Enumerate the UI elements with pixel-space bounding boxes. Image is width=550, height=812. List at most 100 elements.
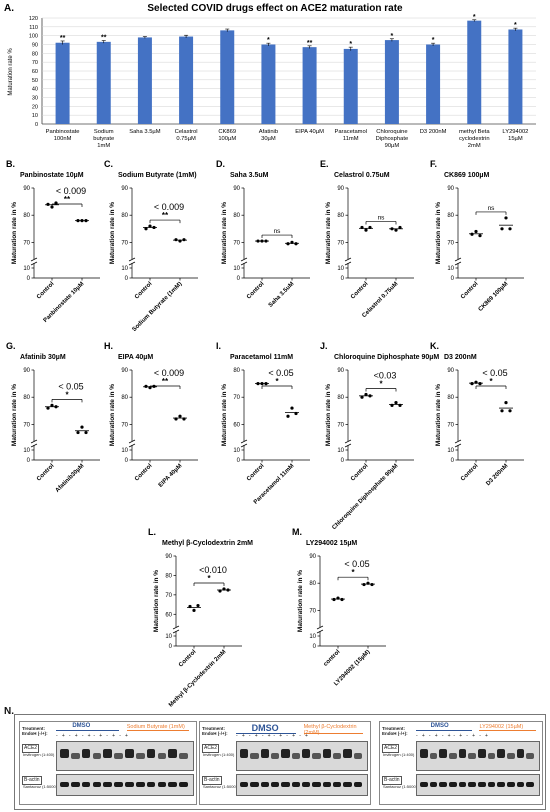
chart-a-bar [343, 48, 358, 124]
chart-a-ytick-label: 0 [35, 122, 38, 128]
y-tick-label: 0 [451, 276, 455, 282]
data-point [264, 239, 268, 243]
y-tick-label: 10 [165, 634, 172, 640]
actin-band [281, 782, 290, 787]
chart-a-category-label: 100µM [218, 136, 236, 142]
data-point [368, 394, 372, 398]
significance-marker: * [489, 377, 493, 386]
data-point [366, 581, 370, 585]
y-tick-label: 80 [23, 395, 30, 401]
data-point [470, 382, 474, 386]
actin-band [449, 782, 457, 787]
y-tick-label: 80 [337, 395, 344, 401]
data-point [84, 430, 88, 435]
x-tick-label: EIPA 40µM [158, 463, 184, 489]
data-point [474, 229, 478, 234]
chart-a-category-label: Saha 3.5µM [129, 129, 161, 135]
chart-a-category-label: Sodium [94, 129, 114, 135]
chart-a-bar [220, 30, 235, 124]
y-tick-label: 70 [23, 240, 30, 246]
data-point [394, 228, 398, 232]
y-tick-label: 60 [165, 612, 172, 618]
ace2-band [439, 749, 447, 758]
chart-a-bar [467, 20, 482, 124]
actin-band [526, 782, 534, 787]
chart-a-ytick-label: 80 [32, 51, 38, 57]
chart-a-category-label: butyrate [93, 136, 114, 142]
x-tick-label: Control [36, 281, 56, 301]
endoh-marks: - + - + - + - + - + - + [416, 733, 488, 739]
y-tick-label: 80 [447, 395, 454, 401]
ace2-label: ACE2 [382, 744, 400, 753]
data-point [50, 205, 54, 209]
p-value-label: < 0.05 [344, 559, 369, 569]
dmso-label: DMSO [72, 723, 91, 729]
data-point [286, 242, 290, 246]
chart-a-category-label: EIPA 40µM [295, 129, 324, 135]
axis-break-mark [128, 257, 136, 262]
y-tick-label: 70 [233, 240, 240, 246]
y-tick-label: 90 [447, 186, 454, 192]
actin-band [322, 782, 331, 787]
chart-a-bar [137, 37, 152, 124]
chart-a-ytick-label: 90 [32, 43, 38, 49]
y-tick-label: 70 [447, 422, 454, 428]
axis-break-mark [240, 439, 248, 444]
significance-marker: ** [64, 195, 71, 204]
actin-blot-image [236, 774, 368, 796]
y-axis-label: Maturation rate in % [221, 384, 228, 446]
significance-marker: * [379, 379, 383, 388]
y-tick-label: 90 [23, 368, 30, 374]
y-tick-label: 10 [121, 448, 128, 454]
actin-band [458, 782, 467, 787]
y-tick-label: 60 [233, 422, 240, 428]
chart-a-category-label: Afatinib [259, 129, 278, 135]
drug-underline [126, 730, 190, 731]
y-tick-label: 80 [309, 581, 316, 587]
treatment-drug-label: Sodium Butyrate (1mM) [126, 724, 185, 730]
data-point [504, 401, 508, 405]
chart-a-bar [55, 42, 70, 124]
actin-label: B-actin [202, 776, 222, 785]
chart-a-bar [261, 44, 276, 124]
dmso-underline [416, 730, 473, 731]
x-tick-label: Control [460, 463, 480, 483]
data-point [290, 406, 294, 410]
data-point [264, 382, 268, 386]
chart-a-category-label: 100nM [54, 136, 72, 142]
ace2-label: ACE2 [202, 744, 220, 753]
x-tick-label: Sodium Butyrate (1mM) [132, 281, 184, 333]
ace2-band [125, 749, 134, 758]
chart-a-category-label: 90µM [385, 143, 400, 149]
data-point [290, 240, 294, 244]
dmso-label: DMSO [251, 723, 279, 733]
y-tick-label: 70 [309, 608, 316, 614]
y-tick-label: 90 [121, 186, 128, 192]
actin-band [291, 782, 300, 787]
scatter-panel-h: H. EIPA 40µM 0 10 70 80 90 Maturation rate in %… [104, 341, 198, 489]
actin-band [468, 782, 476, 787]
ace2-blot-image [236, 741, 368, 771]
data-point [148, 224, 152, 228]
y-tick-label: 0 [341, 458, 345, 464]
panel-letter: L. [148, 527, 156, 537]
data-point [256, 382, 260, 386]
drug-underline [479, 730, 536, 731]
chart-a-category-label: 1mM [97, 143, 110, 149]
data-point [500, 409, 504, 413]
axis-break-mark [316, 625, 324, 630]
actin-band [135, 782, 145, 787]
significance-marker: ** [162, 377, 169, 386]
data-point [174, 238, 178, 242]
endoh-label: EndoH (-/+): [22, 731, 48, 736]
chart-a-significance: * [432, 37, 435, 44]
chart-a-category-label: Diphosphate [376, 136, 409, 142]
data-point [364, 392, 368, 397]
chart-a-category-label: 2mM [468, 143, 481, 149]
bar-chart-a: A. Selected COVID drugs effect on ACE2 m… [4, 3, 536, 149]
p-value-label: <0.010 [199, 565, 227, 575]
scatter-panel-i: I. Paracetamol 11mM 0 10 60 70 80 Maturation ra… [216, 341, 310, 506]
data-point [398, 225, 402, 230]
panel-letter: B. [6, 159, 15, 169]
data-point [508, 227, 512, 231]
